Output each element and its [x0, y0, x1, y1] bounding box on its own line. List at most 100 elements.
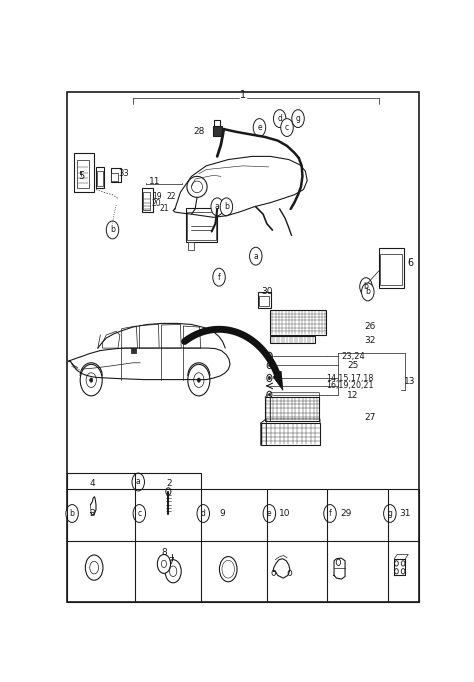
Text: 32: 32 [364, 336, 375, 344]
Bar [261, 423, 320, 445]
Circle shape [272, 570, 275, 576]
Circle shape [324, 505, 336, 522]
Circle shape [222, 560, 235, 578]
Circle shape [288, 570, 292, 576]
Circle shape [249, 248, 262, 265]
Circle shape [219, 557, 237, 582]
Text: b: b [70, 509, 74, 518]
Bar [74, 153, 94, 192]
Text: f: f [328, 509, 331, 518]
Circle shape [268, 376, 271, 380]
Bar [188, 242, 194, 250]
Text: a: a [254, 252, 258, 261]
Bar [259, 295, 269, 306]
Text: 22: 22 [166, 192, 176, 201]
Text: 28: 28 [193, 128, 204, 136]
Text: c: c [137, 509, 141, 518]
Circle shape [188, 364, 210, 396]
Circle shape [267, 362, 272, 368]
Text: b: b [224, 203, 229, 211]
Circle shape [395, 561, 398, 566]
Text: e: e [257, 123, 262, 132]
Bar [379, 248, 404, 288]
Bar [271, 336, 315, 343]
Circle shape [166, 488, 171, 495]
Circle shape [224, 563, 232, 575]
Bar [258, 292, 271, 308]
Text: d: d [277, 114, 282, 123]
Text: 4: 4 [90, 479, 95, 488]
Circle shape [269, 364, 270, 366]
Circle shape [211, 198, 223, 216]
Text: 16,19,20,21: 16,19,20,21 [326, 381, 373, 390]
Ellipse shape [191, 181, 202, 192]
Text: 12: 12 [347, 391, 359, 400]
Text: 27: 27 [364, 413, 375, 422]
Text: b: b [365, 287, 370, 297]
Text: 10: 10 [279, 509, 291, 518]
Circle shape [281, 119, 293, 136]
Circle shape [360, 278, 372, 295]
Circle shape [267, 374, 272, 382]
Circle shape [263, 505, 275, 522]
Text: g: g [296, 114, 301, 123]
Text: 21: 21 [159, 205, 169, 213]
Circle shape [165, 560, 181, 583]
Bar [186, 208, 217, 242]
Circle shape [336, 559, 341, 565]
Circle shape [383, 505, 396, 522]
Bar [111, 173, 118, 181]
Text: 7: 7 [168, 557, 174, 566]
Circle shape [106, 221, 119, 239]
Circle shape [267, 391, 272, 398]
Circle shape [90, 378, 93, 382]
Circle shape [268, 355, 271, 358]
Circle shape [273, 110, 286, 128]
Text: 19: 19 [152, 192, 162, 201]
Text: 8: 8 [161, 548, 167, 557]
Circle shape [133, 505, 146, 522]
Circle shape [85, 555, 103, 580]
Circle shape [132, 473, 145, 491]
Text: d: d [201, 509, 206, 518]
Text: b: b [110, 226, 115, 235]
Circle shape [161, 560, 166, 567]
Bar [98, 171, 102, 186]
Text: b: b [364, 282, 368, 291]
Circle shape [197, 378, 201, 382]
Text: 14,15,17,18: 14,15,17,18 [326, 374, 373, 383]
Text: 6: 6 [407, 258, 413, 268]
Bar [131, 348, 136, 353]
Circle shape [80, 364, 102, 396]
Text: 13: 13 [404, 376, 416, 385]
Circle shape [90, 561, 99, 574]
Text: 29: 29 [340, 509, 351, 518]
Bar [143, 192, 150, 211]
Text: 25: 25 [347, 361, 359, 370]
Bar [142, 188, 153, 212]
Bar [380, 254, 401, 285]
Text: c: c [285, 123, 289, 132]
Text: 20: 20 [152, 199, 162, 208]
Bar [187, 211, 216, 241]
Circle shape [269, 394, 270, 396]
Text: 30: 30 [261, 287, 273, 296]
Circle shape [220, 198, 233, 216]
Circle shape [395, 569, 398, 574]
Text: 26: 26 [364, 321, 375, 331]
Circle shape [266, 353, 272, 361]
Circle shape [86, 373, 96, 387]
Circle shape [197, 505, 210, 522]
Circle shape [253, 119, 266, 136]
Text: 3: 3 [90, 509, 95, 518]
Text: 11: 11 [149, 177, 161, 186]
Circle shape [213, 268, 225, 286]
Ellipse shape [187, 177, 207, 197]
Bar [271, 310, 326, 335]
Polygon shape [273, 371, 283, 390]
Text: 2: 2 [167, 479, 172, 488]
Text: f: f [218, 273, 220, 282]
Circle shape [157, 554, 171, 574]
Text: 23,24: 23,24 [341, 352, 365, 361]
Text: a: a [136, 477, 141, 486]
